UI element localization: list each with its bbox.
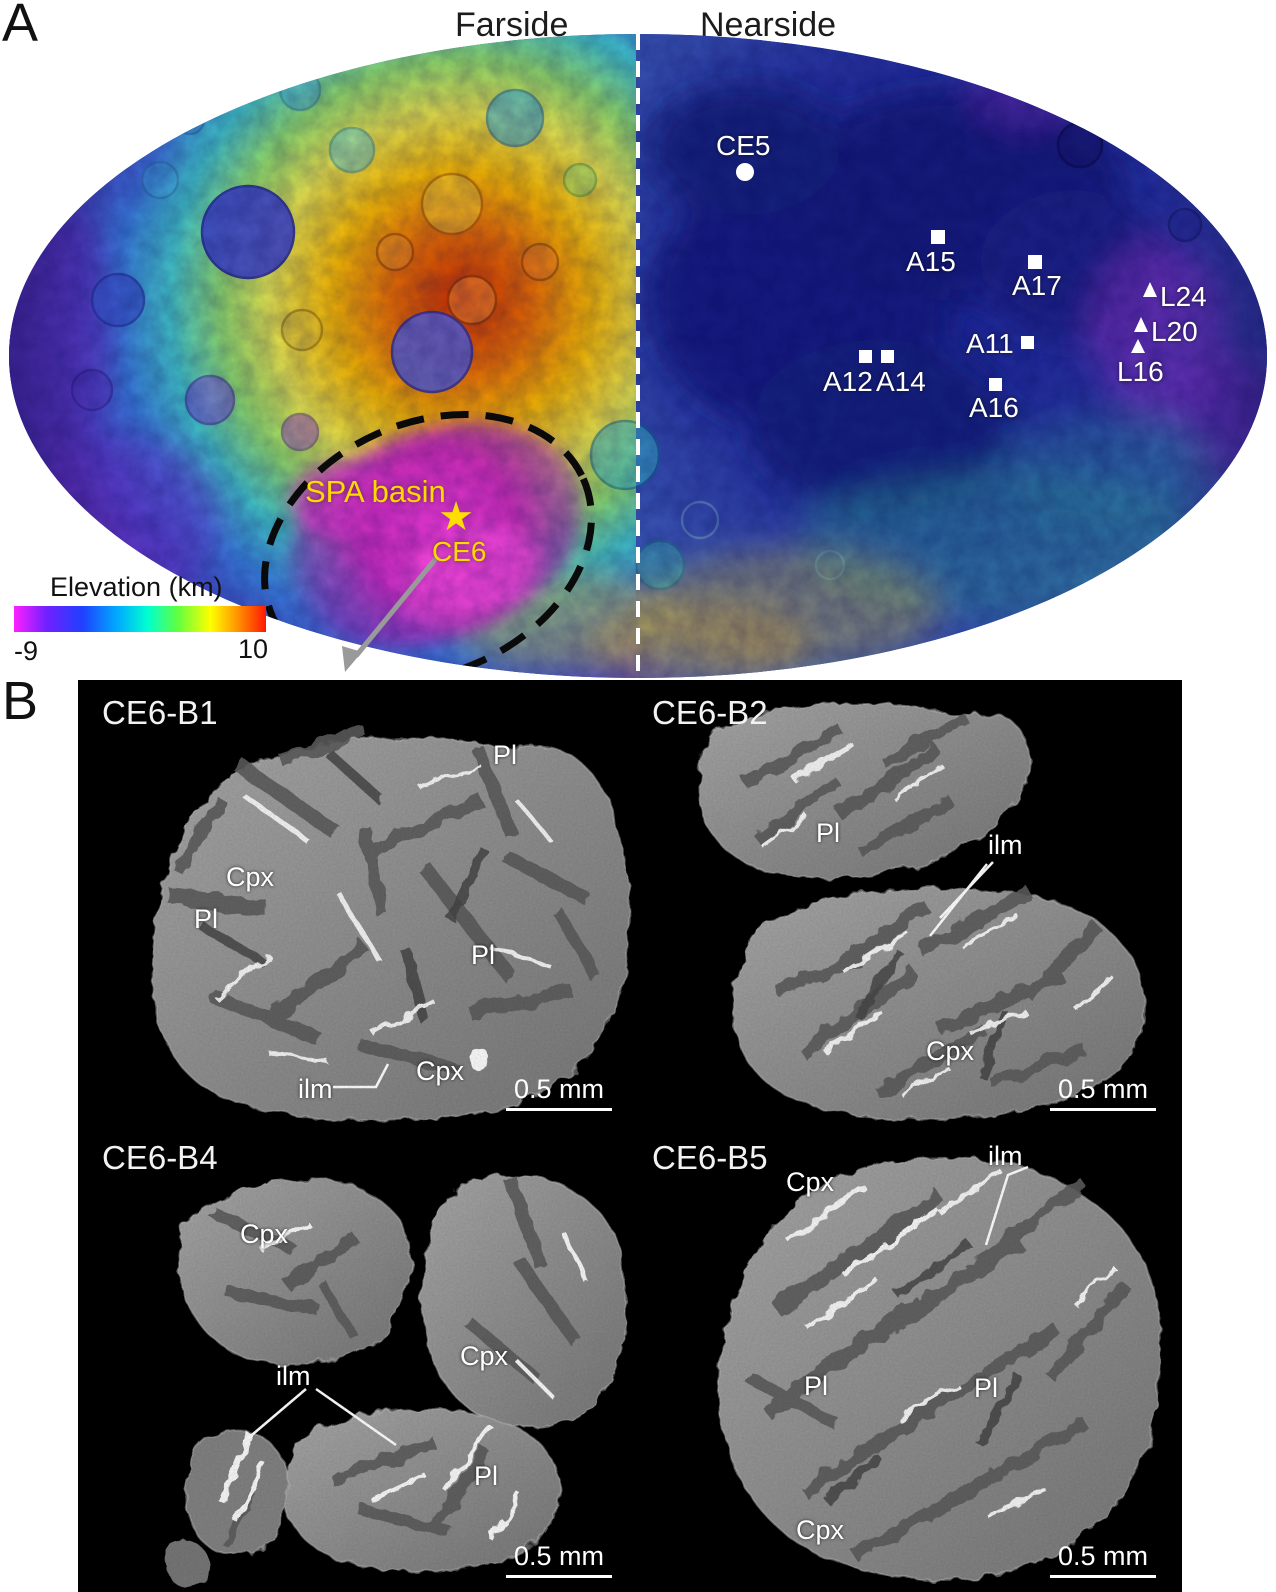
bse-title-ce6-b1: CE6-B1	[102, 694, 218, 731]
mineral-label-pl: Pl	[471, 940, 496, 970]
a14-marker-icon	[881, 350, 894, 363]
bse-image-grid: CE6-B1 Pl Cpx Pl Pl ilm Cpx 0.5 mm	[78, 680, 1182, 1592]
a11-marker-icon	[1021, 336, 1034, 349]
spa-basin-label: SPA basin	[305, 474, 446, 509]
mineral-label-ilm: ilm	[988, 1141, 1023, 1171]
a15-marker-icon	[931, 230, 945, 244]
bse-title-ce6-b5: CE6-B5	[652, 1139, 768, 1176]
colorbar-min-value: -9	[14, 636, 39, 666]
bse-title-ce6-b2: CE6-B2	[652, 694, 768, 731]
bse-image-ce6-b4: CE6-B4 Cpx Cpx ilm Pl 0.5 mm	[78, 1125, 638, 1592]
bse-title-ce6-b4: CE6-B4	[102, 1139, 218, 1176]
panel-b-label: B	[2, 671, 39, 731]
mineral-label-ilm: ilm	[988, 830, 1023, 860]
landing-site-markers	[736, 163, 1157, 391]
colorbar-title: Elevation (km)	[50, 572, 223, 602]
site-label-a17: A17	[1012, 270, 1062, 301]
site-label-a12: A12	[823, 366, 873, 397]
moon-elevation-map: ★	[9, 34, 1267, 679]
elevation-colorbar: Elevation (km) -9 10	[14, 572, 284, 667]
mineral-label-pl: Pl	[804, 1371, 829, 1401]
site-label-a14: A14	[876, 366, 926, 397]
site-label-l20: L20	[1151, 316, 1198, 347]
mineral-label-cpx: Cpx	[460, 1341, 509, 1371]
a16-marker-icon	[989, 378, 1002, 391]
panel-b-bse: B	[0, 674, 1276, 1592]
mineral-label-cpx: Cpx	[240, 1219, 289, 1249]
l20-marker-icon	[1134, 317, 1148, 332]
site-label-a16: A16	[969, 392, 1019, 423]
mineral-label-cpx: Cpx	[226, 862, 275, 892]
site-label-l16: L16	[1117, 356, 1164, 387]
scale-bar: 0.5 mm	[1049, 1076, 1156, 1111]
panel-a-label: A	[2, 0, 39, 53]
ce6-b5-fragment-art	[638, 1125, 1182, 1592]
mineral-label-pl: Pl	[816, 818, 841, 848]
ce6-callout-arrow-icon	[342, 554, 440, 672]
ce5-label: CE5	[716, 130, 771, 161]
mineral-label-cpx: Cpx	[796, 1515, 845, 1545]
site-label-a15: A15	[906, 246, 956, 277]
scale-bar: 0.5 mm	[505, 1076, 612, 1111]
site-label-l24: L24	[1160, 281, 1207, 312]
bse-image-ce6-b2: CE6-B2 Pl ilm Cpx 0.5 mm	[638, 680, 1182, 1125]
mineral-label-cpx: Cpx	[926, 1036, 975, 1066]
a17-marker-icon	[1028, 255, 1042, 269]
scale-bar: 0.5 mm	[505, 1543, 612, 1578]
bse-image-ce6-b1: CE6-B1 Pl Cpx Pl Pl ilm Cpx 0.5 mm	[78, 680, 638, 1125]
spa-basin-outline	[261, 411, 595, 678]
mineral-label-pl: Pl	[474, 1461, 499, 1491]
ce6-b2-fragment-art	[638, 680, 1182, 1125]
moon-globe	[9, 34, 1267, 678]
mineral-label-ilm: ilm	[276, 1361, 311, 1391]
ce6-b1-fragment-art	[78, 680, 638, 1125]
l16-marker-icon	[1131, 339, 1145, 353]
mineral-label-ilm: ilm	[298, 1074, 333, 1104]
scale-bar: 0.5 mm	[1049, 1543, 1156, 1578]
ce6-star-icon: ★	[438, 494, 474, 540]
ce6-label: CE6	[432, 536, 487, 567]
colorbar-gradient	[14, 606, 266, 632]
colorbar-max-value: 10	[238, 634, 269, 664]
mineral-label-cpx: Cpx	[416, 1056, 465, 1086]
ce6-b4-fragment-art	[78, 1125, 638, 1592]
bse-image-ce6-b5: CE6-B5 ilm Cpx Pl Pl Cpx 0.5 mm	[638, 1125, 1182, 1592]
mineral-label-cpx: Cpx	[786, 1167, 835, 1197]
a12-marker-icon	[859, 350, 872, 363]
l24-marker-icon	[1143, 282, 1157, 297]
panel-a-map: A Farside Nearside	[0, 0, 1276, 680]
mineral-label-pl: Pl	[493, 740, 518, 770]
mineral-label-pl: Pl	[974, 1373, 999, 1403]
ce5-marker-icon	[736, 163, 754, 181]
site-label-a11: A11	[966, 328, 1014, 359]
mineral-label-pl: Pl	[194, 904, 219, 934]
